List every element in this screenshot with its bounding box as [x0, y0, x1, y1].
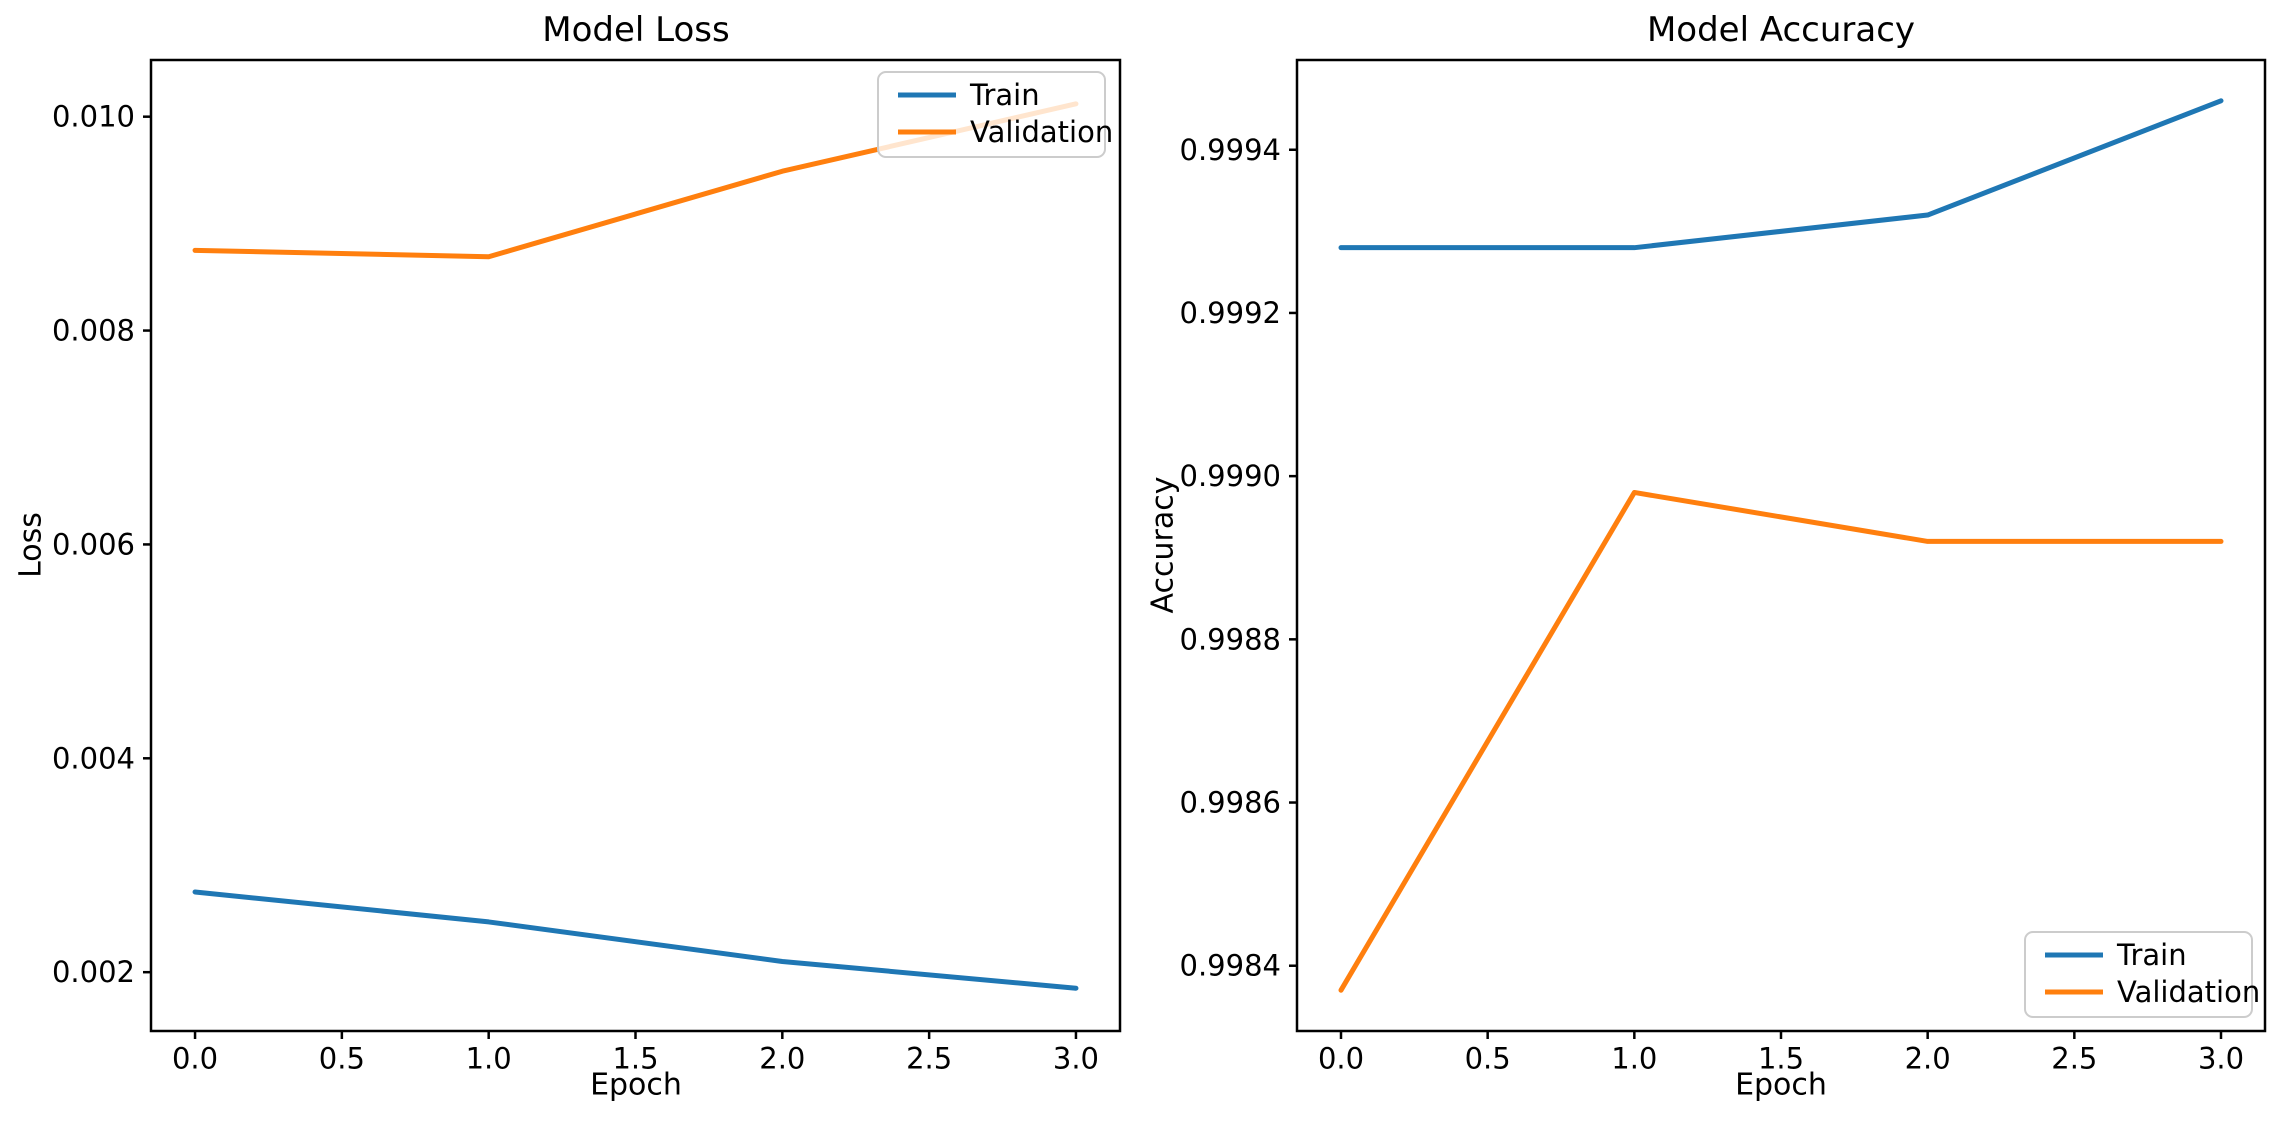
y-tick-label: 0.9992	[1180, 296, 1281, 330]
x-tick-label: 2.0	[759, 1042, 805, 1076]
x-tick-label: 2.5	[2051, 1042, 2097, 1076]
x-tick-label: 1.5	[1758, 1042, 1804, 1076]
axes-background	[151, 60, 1120, 1031]
y-tick-label: 0.002	[52, 955, 135, 989]
y-tick-label: 0.010	[52, 100, 135, 134]
model-accuracy-axes: 0.0 0.5 1.0 1.5 2.0 2.5 3.0 0.9984 0.9986 0.9988 0…	[1180, 58, 2267, 1076]
y-tick-label: 0.006	[52, 527, 135, 561]
series-line-train	[1338, 98, 2224, 251]
series-line-train	[192, 889, 1079, 991]
x-tick-label: 0.5	[1465, 1042, 1511, 1076]
y-tick-label: 0.9986	[1180, 786, 1281, 820]
x-tick-label: 1.0	[466, 1042, 512, 1076]
y-tick-label: 0.9988	[1180, 622, 1281, 656]
x-axis-label-loss-chart: Epoch	[590, 1067, 682, 1103]
legend-label-validation: Validation	[970, 115, 1113, 149]
x-tick-label: 2.5	[906, 1042, 952, 1076]
x-tick-label: 0.5	[319, 1042, 365, 1076]
x-tick-label: 0.0	[1318, 1042, 1364, 1076]
x-tick-label: 2.0	[1905, 1042, 1951, 1076]
x-tick-label: 1.0	[1611, 1042, 1657, 1076]
y-tick-label: 0.9990	[1180, 459, 1281, 493]
model-loss-axes: 0.0 0.5 1.0 1.5 2.0 2.5 3.0 0.002 0.004 0.006 0.00…	[52, 58, 1122, 1076]
x-axis-label-accuracy-chart: Epoch	[1735, 1067, 1827, 1103]
legend-label-train: Train	[969, 78, 1040, 112]
chart-title-model-loss: Model Loss	[542, 10, 730, 50]
y-tick-label: 0.008	[52, 314, 135, 348]
legend-label-validation: Validation	[2117, 975, 2260, 1009]
y-tick-label: 0.004	[52, 741, 135, 775]
x-tick-label: 3.0	[1053, 1042, 1099, 1076]
y-axis-label-loss: Loss	[13, 512, 49, 578]
chart-title-model-accuracy: Model Accuracy	[1646, 10, 1916, 50]
axes-background	[1297, 60, 2265, 1031]
x-tick-label: 0.0	[172, 1042, 218, 1076]
x-tick-label: 3.0	[2198, 1042, 2244, 1076]
x-tick-label: 1.5	[612, 1042, 658, 1076]
y-tick-label: 0.9994	[1180, 133, 1281, 167]
y-tick-label: 0.9984	[1180, 949, 1281, 983]
y-axis-label-accuracy: Accuracy	[1145, 476, 1181, 614]
series-line-validation	[1338, 489, 2224, 993]
legend-label-train: Train	[2116, 938, 2187, 972]
